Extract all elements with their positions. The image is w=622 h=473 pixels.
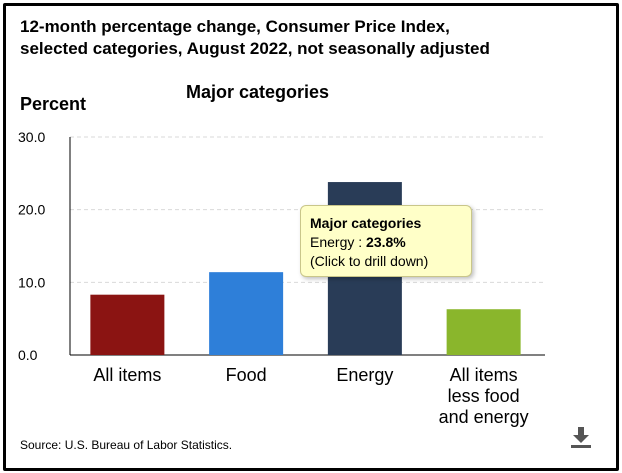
download-icon: [571, 427, 591, 448]
y-tick-label: 20.0: [18, 202, 45, 218]
bar[interactable]: [90, 294, 165, 355]
chart-title: 12-month percentage change, Consumer Pri…: [20, 16, 580, 60]
x-category-label-line: and energy: [439, 407, 529, 427]
x-category-label: Energy: [336, 365, 393, 385]
chart-title-line-2: selected categories, August 2022, not se…: [20, 39, 490, 58]
chart-title-line-1: 12-month percentage change, Consumer Pri…: [20, 17, 450, 36]
chart-subtitle: Major categories: [186, 82, 330, 102]
x-category-label-line: All items: [450, 365, 518, 385]
x-category-label: All items less food and energy: [439, 365, 529, 427]
chart-tooltip: Major categories Energy : 23.8% (Click t…: [300, 205, 472, 277]
x-category-label-line: Energy: [336, 365, 393, 385]
source-note: Source: U.S. Bureau of Labor Statistics.: [20, 438, 233, 452]
bar[interactable]: [209, 272, 284, 355]
tooltip-category: Energy: [310, 234, 355, 250]
x-category-label: Food: [226, 365, 267, 385]
x-category-label-line: less food: [448, 386, 520, 406]
x-category-label-line: Food: [226, 365, 267, 385]
y-axis-label: Percent: [20, 94, 87, 114]
tooltip-heading: Major categories: [310, 215, 422, 231]
download-button[interactable]: [568, 424, 594, 450]
bar[interactable]: [446, 309, 521, 355]
y-tick-label: 10.0: [18, 274, 45, 290]
y-tick-label: 30.0: [18, 129, 45, 145]
y-tick-label: 0.0: [18, 347, 38, 363]
tooltip-separator: :: [354, 234, 367, 250]
tooltip-value: 23.8%: [366, 234, 406, 250]
tooltip-hint: (Click to drill down): [310, 253, 429, 269]
tooltip-value-line: Energy : 23.8%: [310, 233, 462, 252]
x-category-label-line: All items: [93, 365, 161, 385]
x-category-label: All items: [93, 365, 161, 385]
